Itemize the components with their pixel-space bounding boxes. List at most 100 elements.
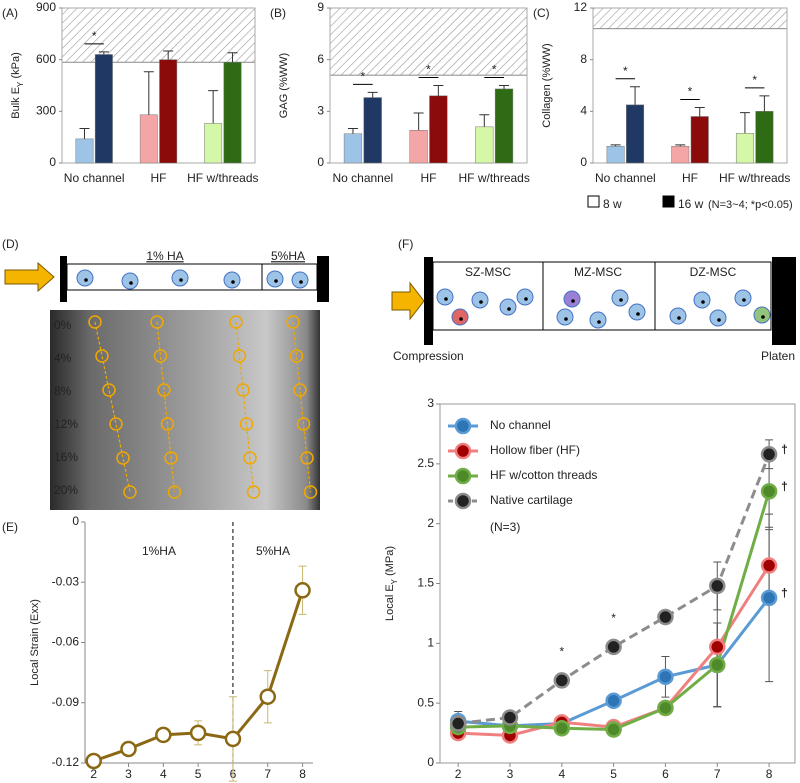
label-part: Y bbox=[16, 81, 25, 87]
marker bbox=[553, 672, 571, 689]
error-bar bbox=[433, 85, 444, 96]
bar bbox=[343, 133, 363, 164]
nucleus bbox=[571, 299, 575, 303]
y-tick-label: 0 bbox=[580, 155, 587, 169]
error-bar bbox=[759, 95, 770, 112]
nucleus bbox=[179, 278, 183, 282]
significance: * bbox=[559, 645, 564, 659]
track-marker bbox=[246, 485, 261, 499]
x-tick-label: HF bbox=[682, 171, 698, 185]
y-tick-label: -0.06 bbox=[52, 635, 80, 649]
legend-swatch bbox=[587, 195, 600, 208]
panel-label: (E) bbox=[2, 520, 18, 534]
y-tick-label: 900 bbox=[36, 0, 56, 14]
label-part: (MPa) bbox=[384, 546, 396, 579]
y-tick-label: -0.03 bbox=[52, 574, 80, 588]
marker bbox=[657, 668, 674, 686]
panel-label: (A) bbox=[2, 6, 18, 20]
cell bbox=[589, 311, 607, 329]
nucleus bbox=[564, 317, 568, 321]
significance: * bbox=[752, 73, 757, 87]
error-bar bbox=[413, 112, 424, 131]
marker bbox=[709, 656, 726, 674]
significance: * bbox=[92, 29, 97, 43]
bar bbox=[671, 145, 690, 164]
panel-label: (F) bbox=[398, 237, 413, 251]
y-tick-label: 0 bbox=[49, 155, 56, 169]
bar bbox=[424, 257, 433, 345]
nucleus bbox=[742, 298, 746, 302]
error-bar bbox=[208, 90, 219, 124]
y-tick-label: 3 bbox=[317, 104, 324, 118]
significance: * bbox=[623, 64, 628, 78]
marker bbox=[657, 699, 674, 717]
cell bbox=[753, 306, 771, 324]
cell bbox=[471, 291, 489, 309]
x-tick-label: 4 bbox=[558, 767, 565, 781]
bar bbox=[75, 138, 94, 164]
significance: * bbox=[426, 63, 431, 77]
x-tick-label: 2 bbox=[90, 767, 97, 781]
arrow bbox=[391, 281, 425, 321]
track-line bbox=[94, 321, 131, 493]
marker bbox=[294, 582, 311, 599]
significance: * bbox=[360, 70, 365, 84]
nucleus bbox=[701, 300, 705, 304]
legend-marker bbox=[454, 417, 472, 435]
marker bbox=[760, 557, 778, 574]
bar bbox=[735, 133, 754, 164]
track-marker bbox=[157, 383, 171, 397]
label-part: GAG (%WW) bbox=[278, 53, 290, 118]
track-marker bbox=[150, 315, 164, 329]
track-line bbox=[156, 321, 176, 493]
x-tick-label: 6 bbox=[662, 767, 669, 781]
significance: * bbox=[611, 611, 616, 625]
nucleus bbox=[677, 316, 681, 320]
track-marker bbox=[116, 451, 130, 465]
strain-label: 20% bbox=[54, 483, 78, 497]
cell bbox=[563, 290, 581, 308]
legend-label: HF w/cotton threads bbox=[490, 468, 597, 482]
y-tick-label: 2 bbox=[427, 516, 434, 530]
bar bbox=[317, 256, 329, 302]
x-tick-label: HF bbox=[151, 171, 167, 185]
y-axis-label: Collagen (%WW) bbox=[541, 43, 553, 127]
image bbox=[50, 310, 320, 510]
cell bbox=[436, 288, 454, 306]
legend-label: 8 w bbox=[603, 197, 622, 211]
track-marker bbox=[88, 315, 102, 329]
plot-frame bbox=[592, 7, 788, 164]
x-tick-label: No channel bbox=[595, 171, 656, 185]
nucleus bbox=[507, 307, 511, 311]
zone-label: DZ-MSC bbox=[690, 265, 737, 279]
cell bbox=[516, 288, 534, 306]
marker bbox=[709, 638, 726, 656]
annotation: 5%HA bbox=[256, 544, 290, 558]
label-part: Bulk E bbox=[10, 87, 22, 119]
track-marker bbox=[303, 485, 318, 499]
annotation: 1%HA bbox=[142, 544, 176, 558]
cell bbox=[709, 309, 727, 327]
y-tick-label: 9 bbox=[317, 0, 324, 14]
legend-label: No channel bbox=[490, 418, 551, 432]
error-bar bbox=[610, 144, 621, 147]
cell bbox=[171, 269, 189, 287]
note: † bbox=[781, 586, 788, 600]
error-bar bbox=[367, 91, 378, 98]
x-tick-label: 5 bbox=[610, 767, 617, 781]
error-bar bbox=[143, 71, 154, 115]
track-marker bbox=[293, 383, 307, 397]
x-tick-label: 8 bbox=[766, 767, 773, 781]
x-tick-label: No channel bbox=[64, 171, 125, 185]
legend-note: (N=3~4; *p<0.05) bbox=[708, 199, 793, 211]
cell bbox=[223, 271, 241, 289]
legend-note: (N=3) bbox=[490, 520, 520, 534]
marker bbox=[155, 726, 172, 744]
y-tick-label: 3 bbox=[427, 396, 434, 410]
error-bar bbox=[499, 85, 510, 89]
nucleus bbox=[459, 317, 463, 321]
bar bbox=[94, 54, 113, 164]
track-marker bbox=[289, 349, 304, 363]
error-bar bbox=[347, 128, 358, 134]
